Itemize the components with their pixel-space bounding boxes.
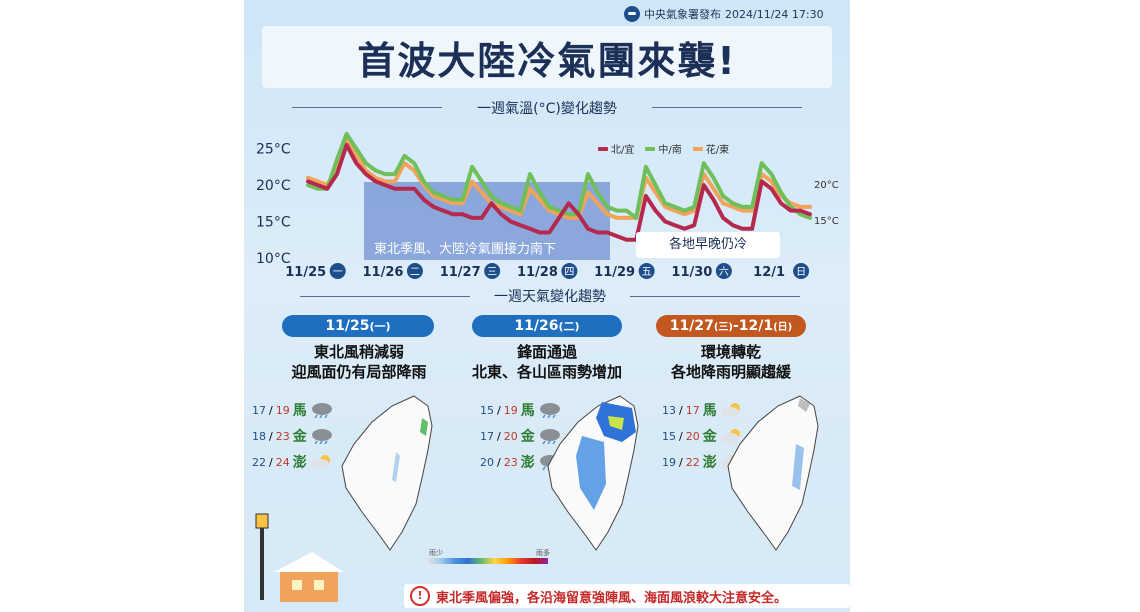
x-tick-weekday: 一: [333, 267, 343, 278]
legend-item-east: 花/東: [692, 141, 729, 156]
snow-house-illustration: [255, 513, 344, 602]
x-tick-weekday: 日: [796, 267, 806, 278]
taiwan-map-1125: [341, 395, 433, 551]
legend: 北/宜 中/南 花/東: [598, 141, 729, 156]
day-pill-1127-1201: 11/27(三)-12/1(日): [656, 315, 806, 337]
issuer-line: 中央氣象署發布 2024/11/24 17:30: [624, 6, 844, 22]
weather-rule-left: [300, 296, 470, 297]
island-row-penghu: 22/24 澎: [252, 452, 334, 472]
island-row-kinmen: 15/20 金: [662, 426, 744, 446]
weekday-badge: [715, 263, 732, 279]
x-tick-date: 12/1: [753, 265, 785, 280]
rain-cloud-icon: [311, 403, 332, 418]
section-rule-left: [292, 107, 442, 108]
panel3-line1: 環境轉乾: [700, 343, 761, 361]
panel1-line1: 東北風稍減弱: [313, 343, 404, 361]
weekday-badge: [484, 263, 501, 279]
legend-item-central: 中/南: [645, 141, 682, 156]
island-row-matsu: 17/19 馬: [252, 400, 334, 420]
panel1-islands: 17/19 馬 18/23 金 22/24 澎: [252, 400, 334, 472]
issue-datetime: 2024/11/24 17:30: [725, 7, 824, 21]
panel1-line2: 迎風面仍有局部降雨: [291, 363, 427, 381]
forecast-poster: 中央氣象署發布 2024/11/24 17:30 首波大陸冷氣團來襲! 一週氣溫…: [244, 0, 850, 612]
panel2-headline: 鋒面通過 北東、各山區雨勢增加: [450, 342, 644, 382]
rain-cloud-icon: [311, 429, 332, 444]
warning-text: 東北季風偏強，各沿海留意強陣風、海面風浪較大注意安全。: [436, 590, 788, 606]
temperature-section-title: 一週氣溫(°C)變化趨勢: [477, 101, 617, 117]
rain-scale-low: 雨少: [429, 549, 443, 557]
day-pill-1125: 11/25(一): [282, 315, 434, 337]
island-row-matsu: 15/19 馬: [480, 400, 562, 420]
x-tick-weekday: 五: [642, 267, 652, 278]
x-tick-weekday: 二: [410, 267, 420, 278]
rain-scale-high: 雨多: [536, 549, 550, 557]
island-row-kinmen: 18/23 金: [252, 426, 334, 446]
panel3-line2: 各地降雨明顯趨緩: [670, 363, 791, 381]
x-tick-date: 11/26: [362, 265, 403, 280]
sun-cloud-icon: [310, 455, 330, 469]
weekday-badge: [638, 263, 655, 279]
x-tick-weekday: 三: [487, 267, 497, 278]
temperature-chart: 25°C 20°C 15°C 10°C 11/25 一 11/26 二 11/27 三 11/28…: [256, 132, 812, 280]
cold-band-label: 東北季風、大陸冷氣團接力南下: [374, 242, 557, 257]
panel1-headline: 東北風稍減弱 迎風面仍有局部降雨: [264, 342, 454, 382]
title-banner: [262, 26, 832, 88]
page-title: 首波大陸冷氣團來襲!: [357, 39, 737, 83]
panel3-islands: 13/17 馬 15/20 金 19/22 澎: [662, 400, 744, 472]
x-tick-date: 11/27: [440, 265, 481, 280]
right-label-high: 20°C: [814, 180, 839, 191]
sun-cloud-icon: [720, 403, 740, 417]
right-label-low: 15°C: [814, 216, 839, 227]
weekday-badge: [329, 263, 346, 279]
y-tick-label: 10°C: [256, 251, 291, 267]
weather-section-title: 一週天氣變化趨勢: [494, 289, 606, 305]
cwa-logo-icon: [624, 6, 640, 22]
issuer-name: 中央氣象署發布: [644, 8, 721, 21]
island-row-kinmen: 17/20 金: [480, 426, 562, 446]
y-tick-label: 20°C: [256, 178, 291, 194]
taiwan-map-1126: [547, 395, 639, 551]
panel2-islands: 15/19 馬 17/20 金 20/23 澎: [480, 400, 562, 472]
sun-cloud-icon: [720, 429, 740, 443]
y-tick-label: 15°C: [256, 215, 291, 231]
x-tick-weekday: 六: [719, 266, 729, 278]
panel3-headline: 環境轉乾 各地降雨明顯趨緩: [636, 342, 826, 382]
series-line-0: [306, 142, 812, 242]
rain-cloud-icon: [539, 403, 560, 418]
y-tick-label: 25°C: [256, 142, 291, 158]
day-pill-1126: 11/26(二): [472, 315, 622, 337]
taiwan-map-1127: [727, 395, 819, 551]
weekday-badge: [793, 263, 810, 279]
note-box: 各地早晚仍冷: [636, 232, 780, 258]
section-rule-right: [652, 107, 802, 108]
x-tick-weekday: 四: [564, 267, 574, 278]
x-tick-date: 11/28: [517, 265, 558, 280]
rain-scale-bar: [428, 558, 548, 564]
weekday-badge: [406, 263, 423, 279]
exclamation-circle-icon: !: [410, 586, 430, 606]
series-line-1: [306, 132, 812, 220]
series-line-2: [306, 135, 812, 220]
warning-bar: ! 東北季風偏強，各沿海留意強陣風、海面風浪較大注意安全。: [404, 584, 850, 608]
x-tick-date: 11/29: [594, 265, 635, 280]
x-tick-date: 11/25: [285, 265, 326, 280]
panel2-line1: 鋒面通過: [516, 343, 577, 361]
rain-cloud-icon: [539, 429, 560, 444]
island-row-matsu: 13/17 馬: [662, 400, 744, 420]
cold-band: [364, 182, 610, 260]
panel2-line2: 北東、各山區雨勢增加: [471, 363, 622, 381]
weather-rule-right: [630, 296, 800, 297]
weekday-badge: [561, 263, 578, 279]
x-tick-date: 11/30: [671, 265, 712, 280]
legend-item-north: 北/宜: [598, 141, 634, 156]
